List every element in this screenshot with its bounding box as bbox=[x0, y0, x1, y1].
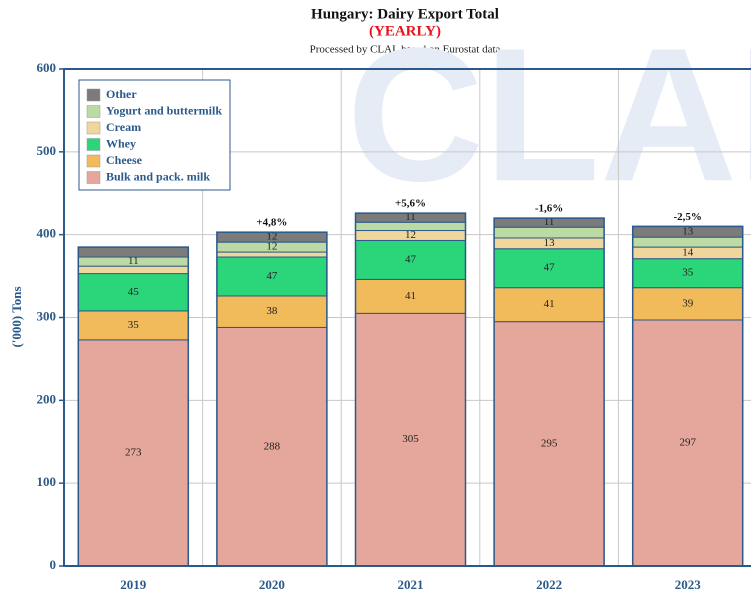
legend-label: Cheese bbox=[106, 153, 143, 167]
data-label: 14 bbox=[682, 246, 694, 258]
y-tick-label: 100 bbox=[37, 474, 57, 489]
data-label: 13 bbox=[544, 237, 556, 249]
legend-swatch bbox=[86, 154, 101, 168]
bar-segment bbox=[355, 278, 466, 314]
y-tick-label: 0 bbox=[50, 557, 57, 572]
chart-title: Hungary: Dairy Export Total bbox=[311, 6, 499, 22]
legend-label: Other bbox=[106, 87, 137, 101]
data-label: 295 bbox=[541, 437, 558, 449]
x-tick-label: 2022 bbox=[536, 577, 562, 592]
source-note: Processed by CLAL based on Eurostat data bbox=[310, 44, 501, 56]
legend-swatch bbox=[86, 88, 101, 102]
data-label: 35 bbox=[682, 267, 694, 279]
data-label: 11 bbox=[405, 211, 416, 223]
bar-segment bbox=[216, 251, 328, 258]
y-tick-label: 500 bbox=[37, 143, 57, 158]
data-label: 38 bbox=[266, 305, 278, 317]
bar-segment bbox=[632, 258, 744, 289]
bar-segment bbox=[77, 339, 189, 567]
bar-segment bbox=[216, 326, 328, 567]
data-label: 45 bbox=[128, 286, 140, 298]
legend-label: Cream bbox=[106, 120, 141, 134]
bar-segment bbox=[216, 256, 328, 297]
bar-segment bbox=[632, 319, 744, 567]
data-label: 12 bbox=[266, 241, 277, 253]
bar-segment bbox=[493, 226, 605, 239]
x-tick-label: 2021 bbox=[398, 577, 424, 592]
data-label: 12 bbox=[266, 231, 277, 243]
data-label: 39 bbox=[682, 297, 694, 309]
data-label: 35 bbox=[128, 319, 140, 331]
growth-label: +4,8% bbox=[256, 217, 287, 229]
bar-segment bbox=[77, 265, 189, 275]
data-label: 13 bbox=[682, 225, 694, 237]
legend-swatch bbox=[86, 121, 101, 135]
data-label: 305 bbox=[402, 433, 419, 445]
legend-label: Yogurt and buttermilk bbox=[106, 103, 222, 117]
y-axis-label: ('000) Tons bbox=[9, 286, 24, 347]
x-tick-label: 2019 bbox=[120, 577, 147, 592]
data-label: 12 bbox=[405, 229, 416, 241]
data-label: 11 bbox=[544, 216, 555, 228]
data-label: 11 bbox=[128, 255, 139, 267]
y-tick-label: 600 bbox=[37, 60, 57, 75]
chart-subtitle: (YEARLY) bbox=[369, 23, 441, 39]
watermark: CLAL bbox=[347, 9, 751, 221]
growth-label: +5,6% bbox=[395, 198, 426, 210]
bar-segment bbox=[632, 236, 744, 248]
y-tick-label: 300 bbox=[37, 308, 57, 323]
x-tick-label: 2023 bbox=[675, 577, 702, 592]
data-label: 273 bbox=[125, 446, 142, 458]
legend-swatch bbox=[86, 105, 101, 118]
data-label: 47 bbox=[405, 253, 417, 265]
growth-label: -1,6% bbox=[535, 203, 563, 215]
y-tick-label: 200 bbox=[37, 391, 57, 406]
legend-swatch bbox=[86, 171, 101, 184]
legend-box bbox=[78, 79, 231, 191]
bar-segment bbox=[493, 321, 605, 567]
data-label: 47 bbox=[266, 270, 278, 282]
bar-segment bbox=[355, 221, 466, 232]
bar-segment bbox=[77, 246, 189, 258]
data-label: 288 bbox=[264, 440, 281, 452]
bar-segment bbox=[493, 248, 605, 289]
x-tick-label: 2020 bbox=[259, 577, 285, 592]
data-label: 47 bbox=[544, 262, 556, 274]
legend-swatch bbox=[86, 138, 101, 151]
growth-label: -2,5% bbox=[673, 211, 701, 223]
legend-label: Bulk and pack. milk bbox=[106, 169, 210, 183]
bar-segment bbox=[355, 312, 466, 567]
y-tick-label: 400 bbox=[37, 226, 57, 241]
data-label: 41 bbox=[405, 290, 416, 302]
data-label: 297 bbox=[679, 437, 696, 449]
plot-frame bbox=[63, 68, 751, 567]
data-label: 41 bbox=[544, 298, 555, 310]
legend-label: Whey bbox=[106, 136, 136, 150]
